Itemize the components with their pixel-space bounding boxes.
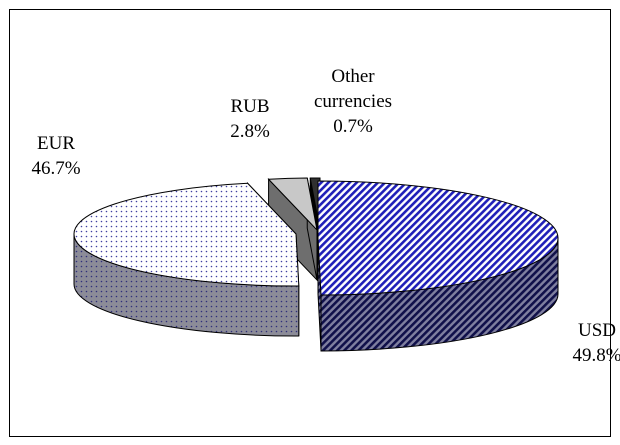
slice-other-label-line: 0.7% xyxy=(333,116,373,137)
slice-eur-label: EUR 46.7% xyxy=(31,133,80,179)
slice-eur-label-line: EUR xyxy=(37,133,75,154)
slice-eur xyxy=(73,182,300,337)
slice-other-label-line: Other xyxy=(331,66,375,87)
slice-eur-top xyxy=(73,182,300,287)
slice-usd-label-line: 49.8% xyxy=(572,345,620,366)
slice-rub-label: RUB 2.8% xyxy=(230,96,270,142)
slice-rub-label-line: 2.8% xyxy=(230,121,270,142)
slice-eur-label-line: 46.7% xyxy=(31,158,80,179)
slice-other-label: Other currencies 0.7% xyxy=(314,66,392,137)
slice-usd-label-line: USD xyxy=(578,320,616,341)
slice-rub-label-line: RUB xyxy=(230,96,269,117)
slice-usd-label: USD 49.8% xyxy=(572,320,620,366)
slice-other-label-line: currencies xyxy=(314,91,392,112)
slice-usd-top xyxy=(317,180,559,296)
slice-rub-top xyxy=(267,177,318,232)
slice-usd xyxy=(317,180,559,352)
